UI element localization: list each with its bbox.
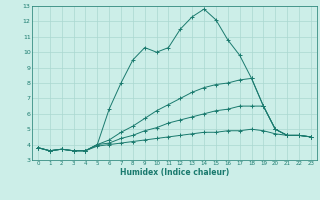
X-axis label: Humidex (Indice chaleur): Humidex (Indice chaleur) [120,168,229,177]
